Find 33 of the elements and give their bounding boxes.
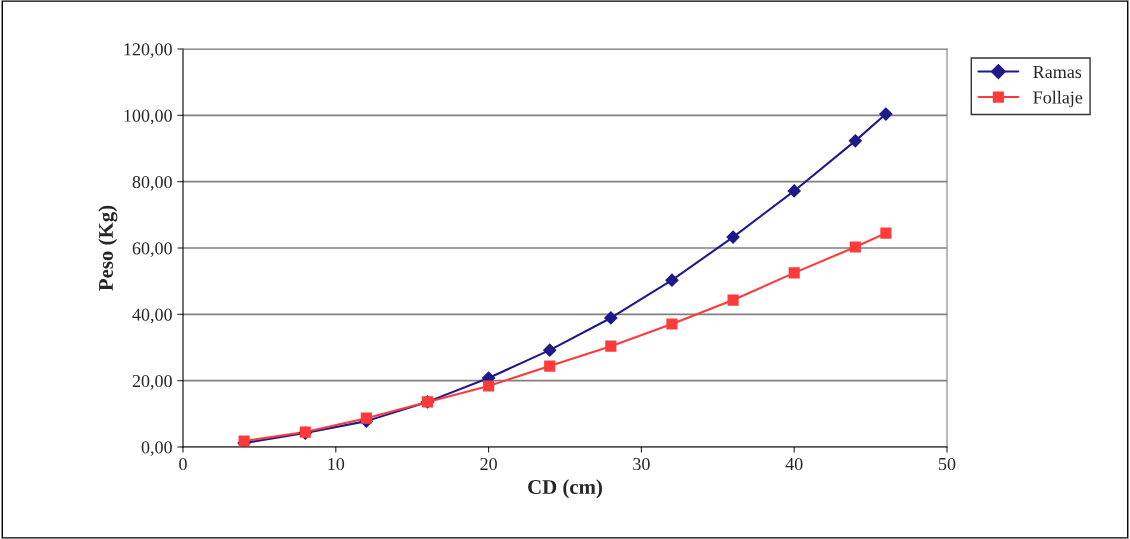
x-tick-label: 10 [328, 457, 345, 471]
legend-label: Follaje [1033, 90, 1083, 108]
y-tick-label: 40,00 [132, 308, 172, 324]
point [360, 412, 372, 424]
y-tick-label: 60,00 [132, 242, 172, 258]
point [666, 318, 678, 330]
point [543, 343, 557, 357]
y-tick-label: 0,00 [141, 441, 172, 457]
point [880, 227, 892, 239]
point [787, 184, 801, 198]
y-tick-label: 120,00 [124, 43, 172, 59]
point [483, 380, 495, 392]
point [788, 267, 800, 279]
point [727, 294, 739, 306]
x-tick-label: 20 [480, 457, 497, 471]
point [848, 134, 862, 148]
point [605, 340, 617, 352]
point [879, 107, 893, 121]
x-axis-title: CD (cm) [528, 479, 602, 499]
x-tick-label: 50 [939, 457, 956, 471]
x-tick-label: 40 [785, 457, 803, 471]
y-tick-label: 100,00 [124, 109, 172, 125]
y-axis-title: Peso (Kg) [98, 205, 118, 291]
point [604, 311, 618, 325]
x-tick-label: 0 [179, 457, 187, 471]
y-tick-label: 20,00 [132, 374, 172, 390]
x-tick-label: 30 [633, 457, 650, 471]
point [665, 273, 679, 287]
point [849, 241, 861, 253]
point [544, 360, 556, 372]
legend-label: Ramas [1033, 66, 1082, 79]
point [726, 230, 740, 244]
y-tick-label: 80,00 [132, 175, 172, 191]
